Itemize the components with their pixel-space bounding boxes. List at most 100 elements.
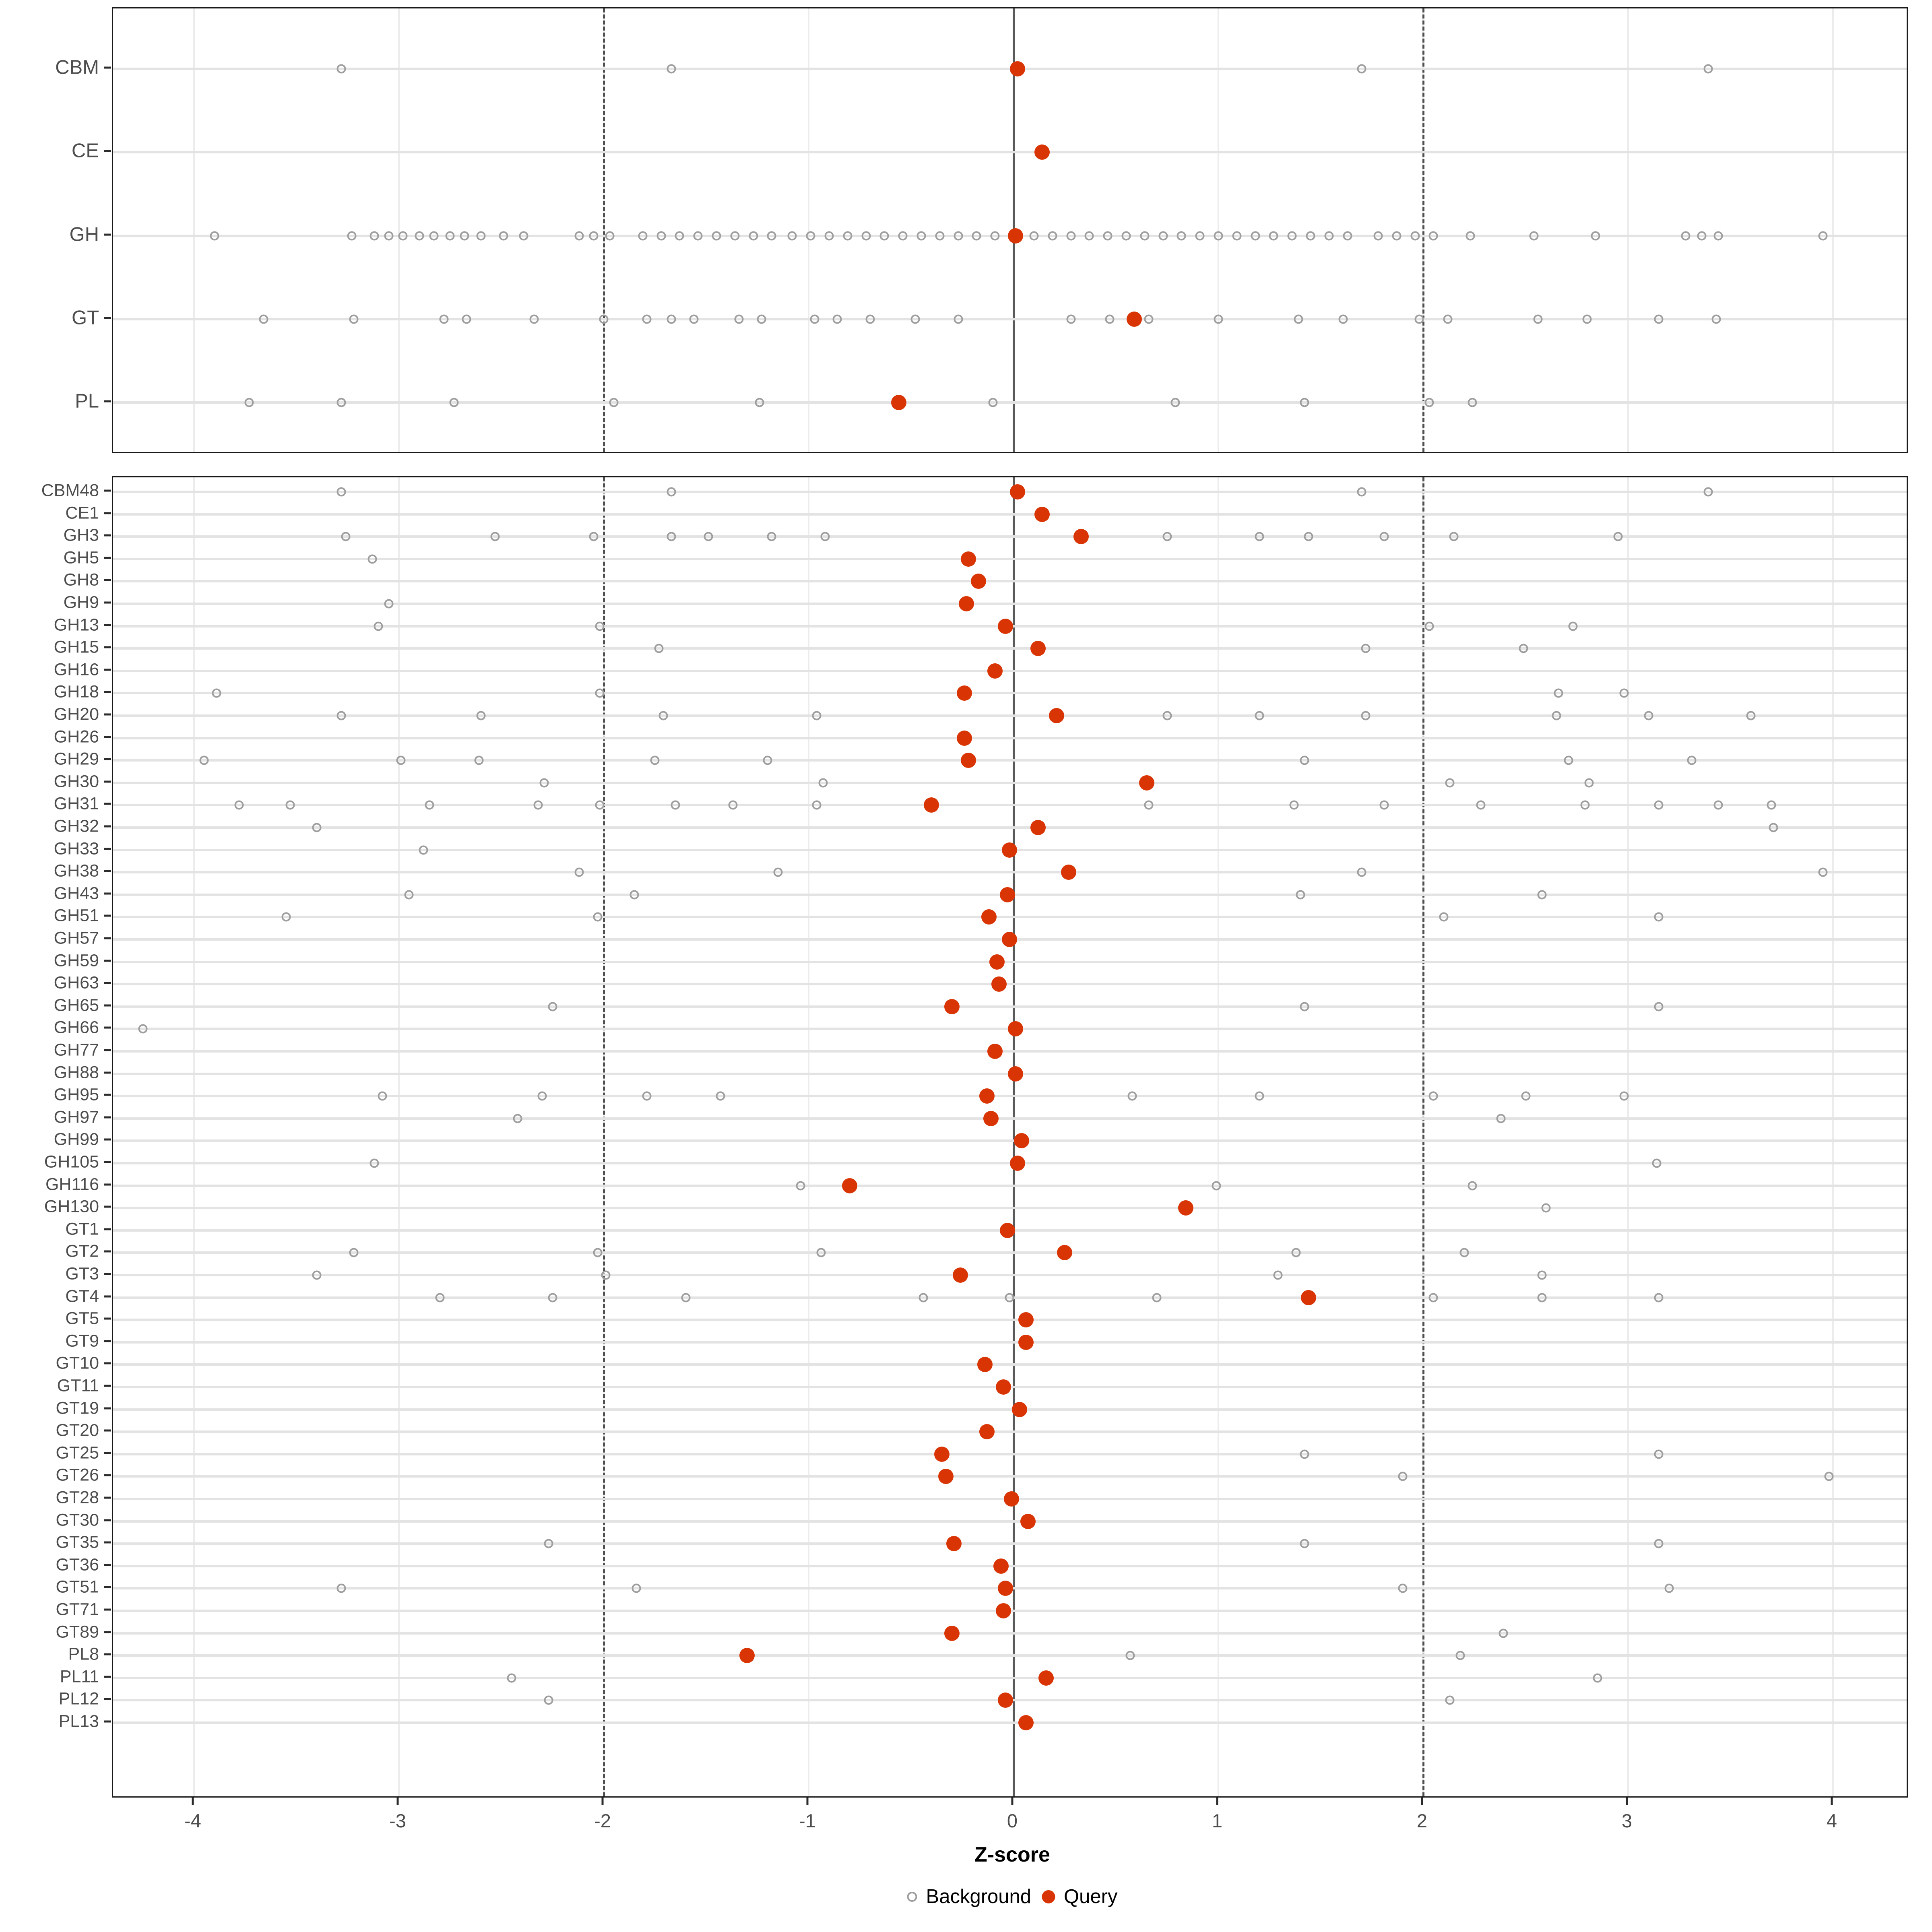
background-point	[749, 231, 758, 241]
background-point	[1613, 532, 1623, 541]
family-label-cbm48: CBM48	[41, 481, 99, 500]
background-point	[396, 755, 406, 765]
row-gridline	[113, 759, 1907, 762]
background-point	[935, 231, 945, 241]
background-point	[1584, 778, 1594, 788]
background-point	[593, 1248, 603, 1257]
background-point	[1255, 532, 1264, 541]
reference-line-dashed	[1422, 477, 1424, 1796]
background-point	[1533, 314, 1543, 324]
query-point	[1034, 144, 1050, 160]
background-point	[1251, 231, 1260, 241]
background-point	[1664, 1583, 1674, 1593]
family-label-gh99: GH99	[54, 1129, 99, 1149]
background-point	[1654, 1293, 1664, 1302]
background-point	[1048, 231, 1057, 241]
x-tick	[1831, 1798, 1833, 1805]
family-label-gh18: GH18	[54, 682, 99, 702]
query-point	[1127, 311, 1142, 327]
background-point	[244, 398, 254, 407]
legend-item-background[interactable]: Background	[907, 1887, 1031, 1907]
y-tick	[104, 1429, 111, 1432]
background-point	[529, 314, 539, 324]
background-point	[1564, 755, 1573, 765]
background-point	[384, 599, 394, 609]
background-point	[404, 890, 414, 900]
background-point	[630, 890, 639, 900]
background-point	[1746, 711, 1756, 720]
y-tick	[104, 646, 111, 648]
class-label-ce: CE	[71, 140, 99, 162]
y-tick	[104, 150, 111, 152]
x-gridline	[1627, 8, 1629, 452]
background-point	[605, 231, 615, 241]
background-point	[810, 314, 819, 324]
reference-line-dashed	[1422, 8, 1424, 452]
query-point	[1010, 1156, 1026, 1171]
family-label-gh66: GH66	[54, 1018, 99, 1037]
background-point	[1652, 1158, 1662, 1168]
background-point	[1144, 314, 1154, 324]
reference-line-dashed	[603, 8, 605, 452]
background-point	[787, 231, 797, 241]
x-gridline	[1832, 477, 1834, 1796]
x-gridline	[193, 8, 195, 452]
y-tick	[104, 803, 111, 805]
y-tick	[104, 1183, 111, 1186]
background-point	[1455, 1651, 1465, 1660]
class-label-cbm: CBM	[55, 56, 99, 78]
background-point	[539, 778, 549, 788]
family-label-gh38: GH38	[54, 861, 99, 881]
query-point	[1012, 1402, 1028, 1417]
background-point	[642, 1091, 652, 1101]
background-point	[1232, 231, 1242, 241]
family-label-pl12: PL12	[58, 1689, 99, 1709]
family-label-gh33: GH33	[54, 839, 99, 859]
background-point	[548, 1293, 557, 1302]
y-tick	[104, 601, 111, 604]
background-point	[574, 867, 584, 877]
background-point	[1654, 1539, 1664, 1548]
row-gridline	[113, 781, 1907, 784]
background-point	[369, 231, 379, 241]
background-point	[1619, 688, 1629, 698]
background-point	[1177, 231, 1186, 241]
background-point	[138, 1024, 148, 1034]
background-point	[347, 231, 357, 241]
x-gridline	[398, 477, 400, 1796]
background-point	[988, 398, 998, 407]
background-point	[336, 711, 346, 720]
background-point	[1654, 1449, 1664, 1459]
legend-item-query[interactable]: Query	[1042, 1887, 1117, 1907]
family-label-gt30: GT30	[56, 1510, 99, 1530]
background-point	[910, 314, 920, 324]
background-point	[1357, 487, 1366, 497]
background-point	[824, 231, 834, 241]
query-point	[958, 596, 974, 611]
query-point	[971, 574, 987, 589]
query-point	[1008, 1021, 1024, 1037]
x-gridline	[193, 477, 195, 1796]
background-point	[574, 231, 584, 241]
query-point	[997, 1581, 1013, 1596]
y-tick	[104, 914, 111, 917]
query-point	[989, 954, 1005, 970]
background-point	[593, 912, 603, 922]
background-point	[462, 314, 471, 324]
y-tick	[104, 892, 111, 895]
background-point	[1306, 231, 1315, 241]
y-tick	[104, 317, 111, 319]
x-gridline	[808, 8, 809, 452]
family-label-gt9: GT9	[65, 1331, 99, 1351]
background-point	[671, 800, 680, 810]
background-point	[1424, 398, 1434, 407]
background-point	[1537, 890, 1547, 900]
y-tick	[104, 1564, 111, 1566]
family-label-gt11: GT11	[57, 1376, 99, 1395]
background-point	[1687, 755, 1697, 765]
row-gridline	[113, 983, 1907, 986]
background-point	[281, 912, 291, 922]
background-point	[367, 554, 377, 564]
background-point	[638, 231, 648, 241]
